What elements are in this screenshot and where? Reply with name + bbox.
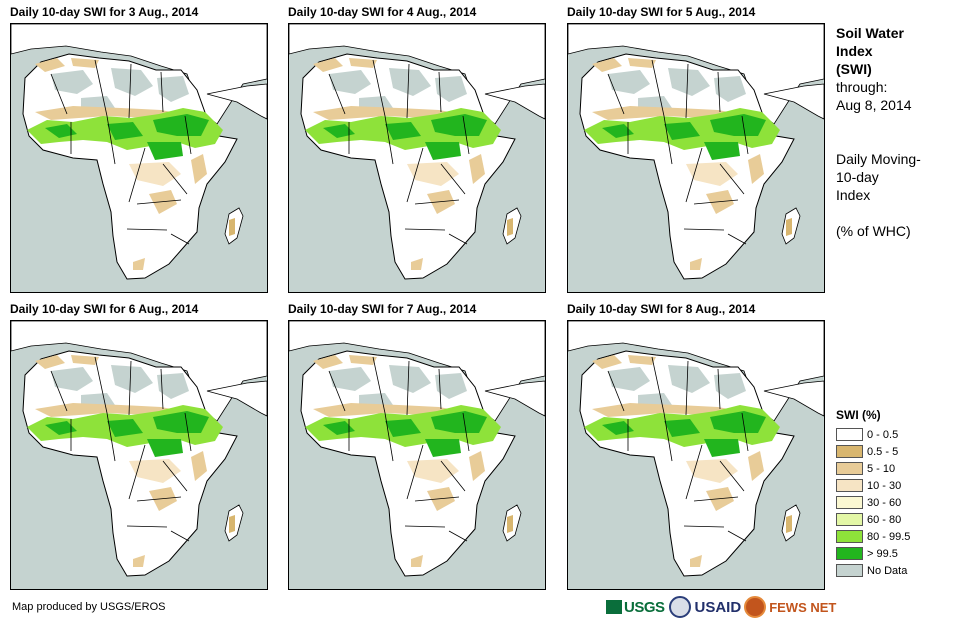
legend-swatch [836,428,863,441]
through-label: through: [836,79,888,95]
legend: SWI (%) 0 - 0.5 0.5 - 5 5 - 10 10 - 30 3… [836,408,956,579]
legend-label: 60 - 80 [867,513,902,526]
legend-label: > 99.5 [867,547,898,560]
through-date: Aug 8, 2014 [836,97,912,113]
legend-swatch [836,513,863,526]
legend-swatch [836,479,863,492]
desc-line-3: Index [836,187,871,203]
legend-swatch [836,530,863,543]
legend-swatch [836,564,863,577]
usgs-mark-icon [606,600,622,614]
desc-line-1: Daily Moving- [836,151,921,167]
swi-map [567,320,825,590]
legend-item: 5 - 10 [836,460,956,477]
legend-label: 0.5 - 5 [867,445,899,458]
legend-item: 60 - 80 [836,511,956,528]
credit-text: Map produced by USGS/EROS [12,601,166,613]
usaid-logo: USAID [694,598,742,616]
logo-strip: USGS USAID FEWS NET [606,594,836,620]
fews-emblem-icon [744,596,767,618]
legend-swatch [836,547,863,560]
fews-net-logo: FEWS NET [769,599,837,615]
swi-map [10,23,268,293]
legend-label: No Data [867,564,908,577]
usaid-seal-icon [668,596,691,618]
legend-swatch [836,496,863,509]
legend-item: 10 - 30 [836,477,956,494]
map-description: Soil Water Index (SWI) through: Aug 8, 2… [836,24,961,240]
swi-map [288,23,546,293]
legend-label: 80 - 99.5 [867,530,911,543]
swi-map [10,320,268,590]
swi-map [567,23,825,293]
legend-label: 10 - 30 [867,479,902,492]
legend-item: > 99.5 [836,545,956,562]
panel-title: Daily 10-day SWI for 6 Aug., 2014 [10,302,199,316]
panel-title: Daily 10-day SWI for 7 Aug., 2014 [288,302,477,316]
legend-swatch [836,462,863,475]
legend-item: 80 - 99.5 [836,528,956,545]
panel-title: Daily 10-day SWI for 3 Aug., 2014 [10,5,199,19]
panel-title: Daily 10-day SWI for 5 Aug., 2014 [567,5,756,19]
desc-line-2: 10-day [836,169,879,185]
legend-title: SWI (%) [836,408,881,422]
legend-label: 0 - 0.5 [867,428,899,441]
legend-item: 0 - 0.5 [836,426,956,443]
panel-title: Daily 10-day SWI for 8 Aug., 2014 [567,302,756,316]
legend-label: 5 - 10 [867,462,896,475]
heading-line-3: (SWI) [836,61,872,77]
swi-map [288,320,546,590]
units-label: (% of WHC) [836,223,911,239]
legend-item: 30 - 60 [836,494,956,511]
panel-title: Daily 10-day SWI for 4 Aug., 2014 [288,5,477,19]
legend-item: 0.5 - 5 [836,443,956,460]
heading-line-1: Soil Water [836,25,904,41]
heading-line-2: Index [836,43,873,59]
legend-item: No Data [836,562,956,579]
legend-swatch [836,445,863,458]
usgs-logo: USGS [606,599,665,616]
legend-label: 30 - 60 [867,496,902,509]
